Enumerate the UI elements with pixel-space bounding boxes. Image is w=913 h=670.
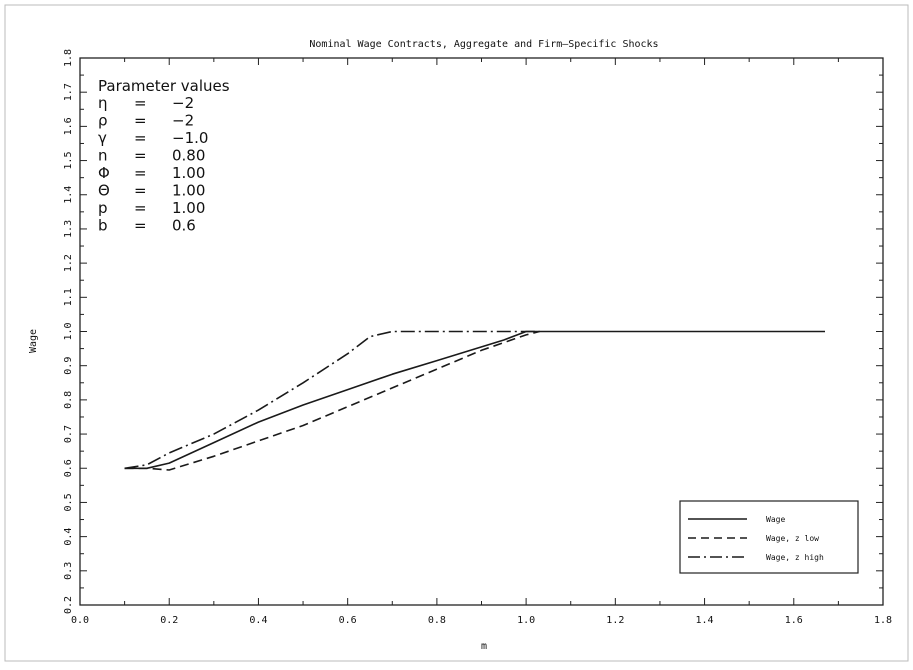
y-tick-label: 0.9	[63, 357, 74, 375]
y-tick-label: 1.5	[63, 152, 74, 170]
x-tick-label: 0.8	[428, 615, 446, 626]
y-tick-label: 0.6	[63, 459, 74, 477]
x-axis-label: m	[481, 641, 487, 652]
parameter-value: −1.0	[172, 129, 208, 147]
parameter-value: −2	[172, 112, 194, 130]
parameter-equals: =	[134, 112, 147, 130]
x-tick-label: 0.6	[339, 615, 357, 626]
parameter-symbol: b	[98, 217, 108, 235]
parameter-value: 0.80	[172, 147, 205, 165]
y-axis: 0.2 0.3 0.4 0.5 0.6 0.7 0.8 0.9 1.0 1.1 1.2 1.3 1.4 1…	[63, 49, 883, 614]
parameter-symbol: Θ	[98, 182, 110, 200]
y-tick-label: 1.2	[63, 254, 74, 272]
x-tick-label: 1.8	[874, 615, 892, 626]
x-tick-label: 0.0	[71, 615, 89, 626]
y-tick-label: 1.4	[63, 186, 74, 204]
y-tick-label: 1.1	[63, 288, 74, 306]
legend-label: Wage, z low	[766, 534, 819, 543]
series-group	[124, 330, 825, 471]
parameter-values: Parameter values η = −2 ρ = −2 γ = −1.0 n = 0.80 Φ = 1…	[98, 77, 230, 235]
parameter-value: 1.00	[172, 164, 205, 182]
parameter-equals: =	[134, 182, 147, 200]
y-tick-label: 0.5	[63, 493, 74, 511]
parameter-value: −2	[172, 94, 194, 112]
y-tick-label: 1.8	[63, 49, 74, 67]
x-tick-label: 1.6	[785, 615, 803, 626]
parameter-symbol: Φ	[98, 164, 110, 182]
legend-label: Wage, z high	[766, 553, 824, 562]
x-tick-label: 1.4	[696, 615, 714, 626]
series-line-1	[124, 330, 825, 470]
x-axis: 0.0 0.2 0.4 0.6 0.8 1.0 1.2 1.4 1.6 1.8	[71, 58, 892, 626]
series-line-3	[124, 330, 540, 470]
y-tick-label: 0.3	[63, 562, 74, 580]
parameter-equals: =	[134, 94, 147, 112]
y-tick-label: 0.2	[63, 596, 74, 614]
parameter-value: 1.00	[172, 182, 205, 200]
parameter-symbol: n	[98, 147, 108, 165]
x-tick-label: 1.0	[517, 615, 535, 626]
parameter-symbol: γ	[98, 129, 107, 147]
parameter-equals: =	[134, 129, 147, 147]
legend-box	[679, 500, 859, 574]
x-tick-label: 1.2	[606, 615, 624, 626]
parameter-value: 0.6	[172, 217, 196, 235]
outer-border	[4, 4, 909, 662]
parameter-equals: =	[134, 199, 147, 217]
parameter-equals: =	[134, 217, 147, 235]
legend-label: Wage	[766, 515, 785, 524]
parameter-heading: Parameter values	[98, 77, 230, 95]
parameter-equals: =	[134, 164, 147, 182]
y-tick-label: 0.7	[63, 425, 74, 443]
series-line-2	[124, 330, 540, 471]
y-tick-label: 1.6	[63, 117, 74, 135]
parameter-equals: =	[134, 147, 147, 165]
parameter-symbol: η	[98, 94, 108, 112]
parameter-value: 1.00	[172, 199, 205, 217]
chart-title: Nominal Wage Contracts, Aggregate and Fi…	[309, 39, 658, 50]
y-axis-label: Wage	[28, 329, 39, 353]
parameter-symbol: ρ	[98, 112, 108, 130]
parameter-symbol: p	[98, 199, 108, 217]
y-tick-label: 1.7	[63, 83, 74, 101]
y-tick-label: 0.4	[63, 528, 74, 546]
y-tick-label: 0.8	[63, 391, 74, 409]
y-tick-label: 1.3	[63, 220, 74, 238]
y-tick-label: 1.0	[63, 322, 74, 340]
x-tick-label: 0.4	[249, 615, 267, 626]
legend: Wage Wage, z low Wage, z high	[679, 500, 859, 574]
x-tick-label: 0.2	[160, 615, 178, 626]
